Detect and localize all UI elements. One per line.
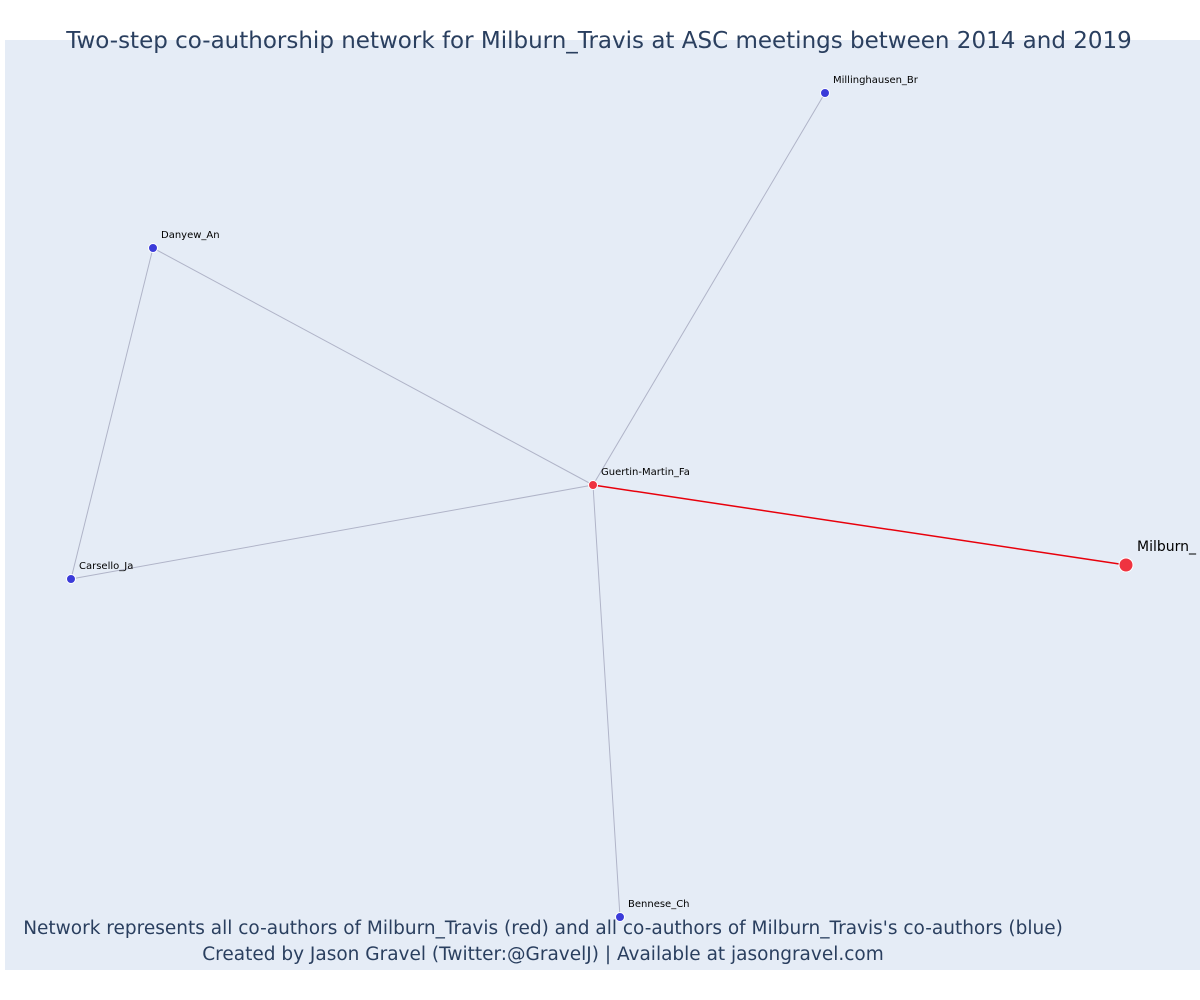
- node-bennese-ch[interactable]: [615, 912, 625, 922]
- node-label-carsello-ja: Carsello_Ja: [79, 561, 133, 572]
- edge-guertin-martin-fa-millinghausen-br: [592, 92, 826, 486]
- plot-area: [5, 40, 1200, 970]
- nodes-layer: [66, 88, 1134, 922]
- node-label-milburn-travis: Milburn_: [1137, 539, 1197, 555]
- node-carsello-ja[interactable]: [66, 574, 76, 584]
- node-millinghausen-br[interactable]: [820, 88, 830, 98]
- edge-guertin-martin-fa-bennese-ch: [592, 484, 621, 918]
- node-label-danyew-an: Danyew_An: [161, 230, 220, 241]
- chart-title: Two-step co-authorship network for Milbu…: [66, 28, 1132, 54]
- edge-guertin-martin-fa-milburn-travis: [592, 484, 1127, 566]
- edges-layer: [70, 92, 1127, 918]
- node-guertin-martin-fa[interactable]: [588, 480, 598, 490]
- labels-layer: Milburn_ Guertin-Martin_Fa Millinghausen_B…: [79, 75, 1197, 910]
- footer-credit: Created by Jason Gravel (Twitter:@Gravel…: [202, 944, 884, 965]
- edge-danyew-an-carsello-ja: [70, 247, 154, 580]
- node-milburn-travis[interactable]: [1118, 557, 1134, 573]
- edge-guertin-martin-fa-carsello-ja: [70, 484, 594, 580]
- node-label-millinghausen-br: Millinghausen_Br: [833, 75, 919, 86]
- node-danyew-an[interactable]: [148, 243, 158, 253]
- node-label-guertin-martin-fa: Guertin-Martin_Fa: [601, 467, 690, 478]
- node-label-bennese-ch: Bennese_Ch: [628, 899, 690, 910]
- footer-caption: Network represents all co-authors of Mil…: [23, 918, 1063, 939]
- edge-guertin-martin-fa-danyew-an: [152, 247, 594, 486]
